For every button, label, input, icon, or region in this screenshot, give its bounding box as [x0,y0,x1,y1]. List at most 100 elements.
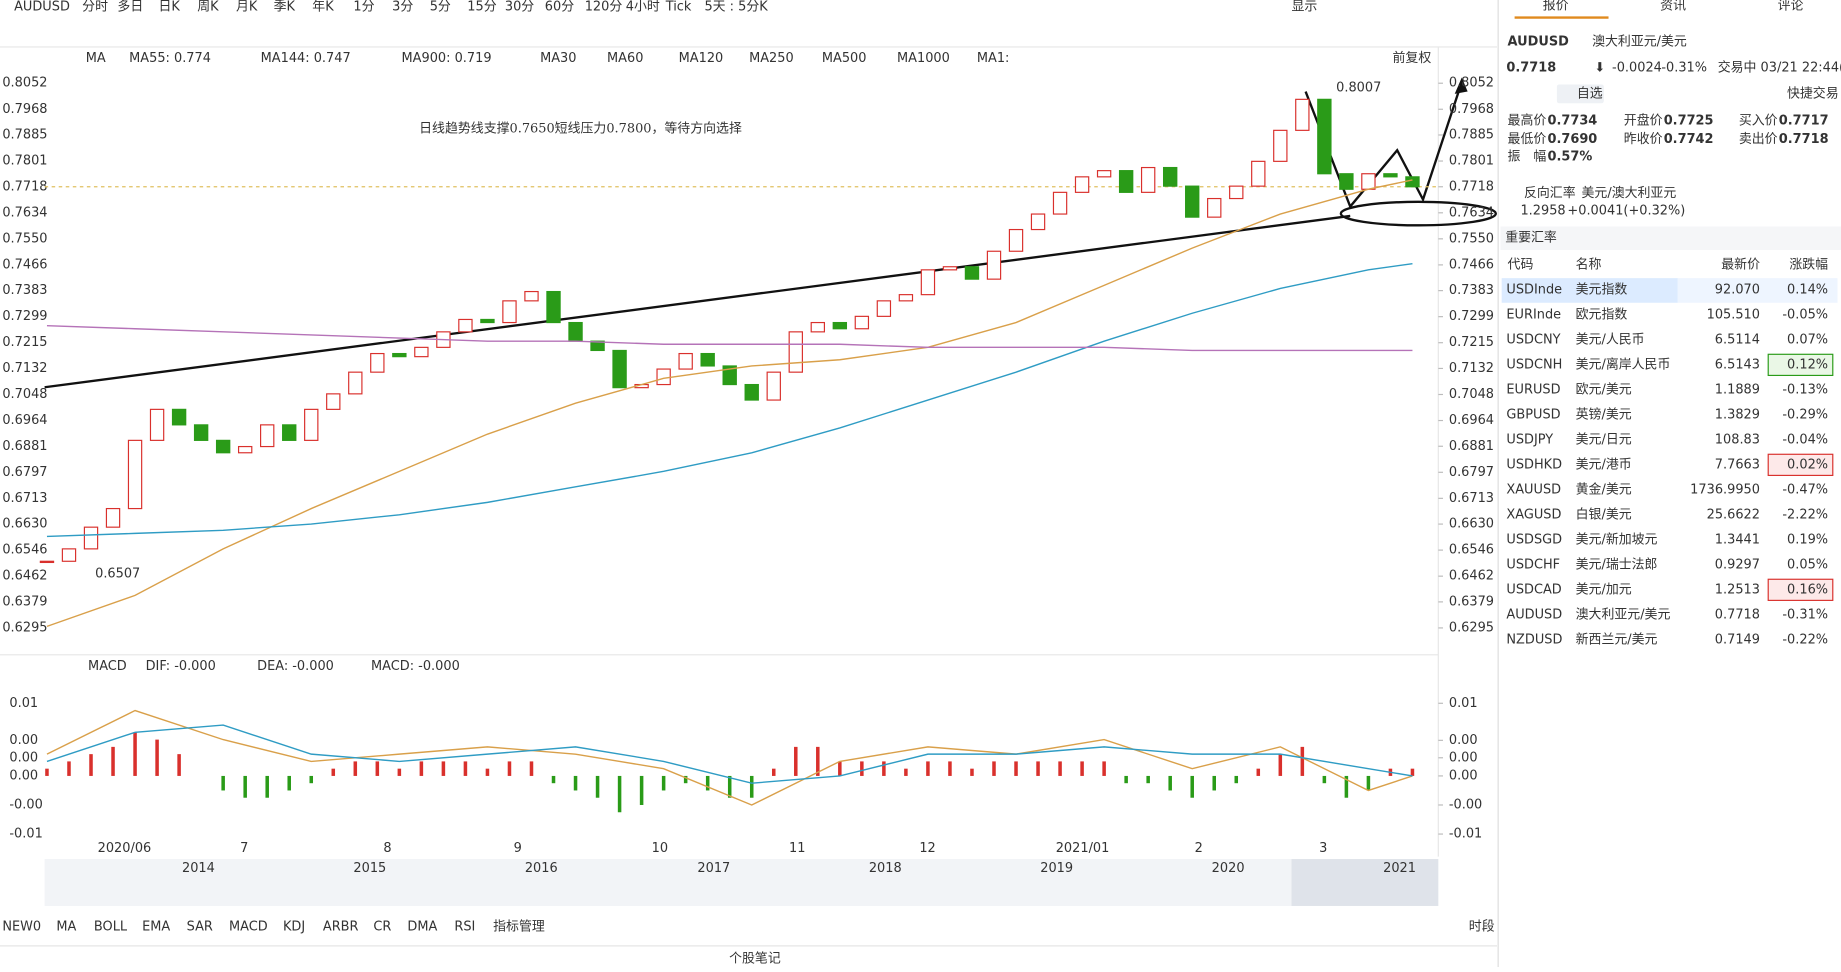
period-tab[interactable]: 120分 [585,0,623,15]
stat-label: 卖出价 [1739,132,1778,147]
adjust-mode[interactable]: 前复权 [1392,50,1431,66]
macd-bar [1058,761,1062,776]
period-tab[interactable]: 周K [197,0,219,15]
row-name[interactable]: 美元/离岸人民币 [1576,356,1671,372]
candle [39,560,55,564]
period-tab[interactable]: Tick [665,0,692,15]
row-code[interactable]: USDCNY [1506,332,1560,347]
row-code[interactable]: NZDUSD [1506,632,1562,647]
row-code[interactable]: AUDUSD [1506,607,1562,622]
period-tab[interactable]: 日K [159,0,181,15]
row-name[interactable]: 新西兰元/美元 [1576,631,1658,647]
period-tab[interactable]: 60分 [545,0,574,15]
indicator-tab[interactable]: NEW0 [2,920,41,935]
y-tick-label: 0.6713 [1449,491,1494,506]
watch-label[interactable]: 自选 [1577,86,1603,101]
indicator-tab[interactable]: ARBR [323,920,359,935]
period-tab[interactable]: 年K [312,0,334,15]
period-tab[interactable]: 4小时 [626,0,660,15]
row-name[interactable]: 欧元/美元 [1576,382,1632,397]
row-code[interactable]: EURInde [1506,307,1561,322]
row-name[interactable]: 欧元指数 [1576,307,1628,322]
row-code[interactable]: USDCAD [1506,582,1561,597]
row-code[interactable]: GBPUSD [1506,407,1560,422]
stat-label: 买入价 [1739,113,1778,128]
row-highlight [1501,278,1678,303]
indicator-tab[interactable]: SAR [187,920,213,935]
section-title: 重要汇率 [1505,230,1557,246]
period-tab[interactable]: 15分 [467,0,496,15]
market-status: 交易中 03/21 22:44(美东 [1718,60,1841,76]
period-tab[interactable]: 5天 : 5分K [704,0,768,15]
row-name[interactable]: 美元/港币 [1576,457,1632,472]
indicator-tab[interactable]: EMA [142,920,170,935]
panel-tab[interactable]: 报价 [1543,0,1569,13]
symbol[interactable]: AUDUSD [14,0,70,15]
macd-bar [970,768,974,776]
row-code[interactable]: USDCNH [1506,357,1562,372]
row-name[interactable]: 美元/日元 [1576,432,1632,447]
row-code[interactable]: USDCHF [1506,557,1560,572]
period-tab[interactable]: 月K [236,0,258,15]
row-name[interactable]: 英镑/美元 [1576,406,1632,422]
x-tick-label: 2 [1195,841,1203,856]
session-button[interactable]: 时段 [1469,920,1495,935]
period-tab[interactable]: 分时 [82,0,108,15]
row-name[interactable]: 澳大利亚元/美元 [1576,606,1671,622]
period-tab[interactable]: 多日 [117,0,143,15]
row-code[interactable]: USDSGD [1506,532,1562,547]
y-tick-label: 0.00 [9,750,38,765]
macd-bar [485,768,490,776]
row-name[interactable]: 美元/加元 [1576,582,1632,597]
watch-button[interactable] [1556,84,1604,104]
panel-symbol: AUDUSD [1508,35,1570,50]
row-name[interactable]: 美元指数 [1576,282,1628,297]
macd-bar [45,768,49,776]
row-code[interactable]: XAUUSD [1506,482,1561,497]
period-tab[interactable]: 季K [274,0,296,15]
macd-bar [1168,775,1172,791]
indicator-tab[interactable]: MA [56,920,76,935]
row-name[interactable]: 白银/美元 [1576,506,1632,522]
macd-bar [551,775,556,784]
period-tab[interactable]: 5分 [430,0,451,15]
indicator-tab[interactable]: RSI [454,920,475,935]
row-price: 25.6622 [1707,507,1760,522]
row-name[interactable]: 美元/瑞士法郎 [1576,557,1658,572]
stat-value: 0.7725 [1664,113,1714,128]
row-code[interactable]: USDJPY [1506,432,1553,447]
display-menu[interactable]: 显示 [1292,0,1318,15]
macd-line [46,709,1413,806]
ma-legend-off: MA30 [540,51,576,66]
row-name[interactable]: 黄金/美元 [1576,481,1632,497]
indicator-tab[interactable]: BOLL [94,920,128,935]
period-tab[interactable]: 1分 [353,0,374,15]
row-code[interactable]: USDHKD [1506,457,1562,472]
row-code[interactable]: XAGUSD [1506,507,1561,522]
quick-trade[interactable]: 快捷交易 [1787,85,1839,101]
row-name[interactable]: 美元/人民币 [1576,332,1645,347]
indicator-tab[interactable]: 指标管理 [493,920,545,935]
notes-button[interactable]: 个股笔记 [729,950,781,966]
row-name[interactable]: 美元/新加坡元 [1576,531,1658,547]
row-code[interactable]: EURUSD [1506,382,1560,397]
candle [766,371,781,401]
candle [370,352,385,373]
indicator-tab[interactable]: MACD [229,920,268,935]
period-tab[interactable]: 3分 [392,0,413,15]
navigator-window[interactable] [1291,859,1439,906]
period-tab[interactable]: 30分 [505,0,534,15]
candle [1229,185,1244,200]
navigator[interactable] [44,859,1439,906]
y-tick-label: 0.00 [9,733,38,748]
stat-label: 开盘价 [1624,112,1663,128]
indicator-tab[interactable]: KDJ [283,920,305,935]
panel-tab[interactable]: 评论 [1778,0,1804,13]
panel-tab[interactable]: 资讯 [1660,0,1686,13]
row-code[interactable]: USDInde [1506,282,1562,297]
indicator-tab[interactable]: CR [373,920,391,935]
macd-bar [882,761,886,776]
indicator-tab[interactable]: DMA [407,920,437,935]
candle [964,266,980,280]
